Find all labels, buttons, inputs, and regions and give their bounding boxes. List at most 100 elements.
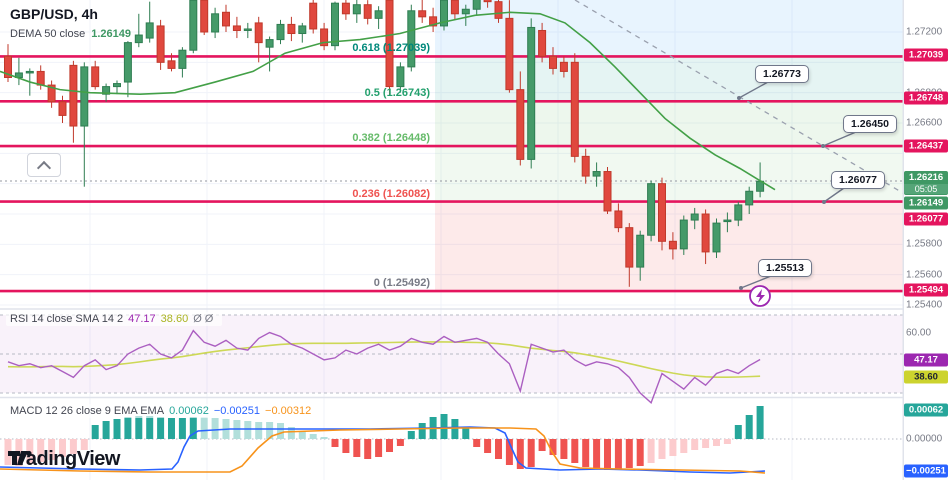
price-axis-chip[interactable]: 1.25494: [904, 283, 948, 297]
price-axis-chip[interactable]: 1.26077: [904, 212, 948, 226]
macd-title: MACD 12 26 close 9 EMA EMA: [10, 405, 165, 417]
price-axis[interactable]: [903, 0, 949, 480]
macd-histogram-bar: [745, 415, 753, 439]
chevron-up-icon: [36, 160, 52, 176]
rsi-axis-chip[interactable]: 38.60: [904, 370, 948, 384]
callout-tail: [738, 81, 769, 99]
candle-body: [614, 210, 623, 229]
fib-band: [435, 56, 903, 102]
macd-histogram-bar: [309, 434, 317, 439]
symbol-title[interactable]: GBP/USD, 4h: [10, 6, 98, 22]
candle-body: [559, 61, 568, 72]
candle-body: [701, 213, 710, 253]
candle-body: [69, 64, 78, 127]
candle-body: [625, 227, 634, 268]
rsi-title: RSI 14 close SMA 14 2: [10, 313, 124, 325]
candle-body: [647, 183, 656, 236]
macd-signal-line: [0, 427, 766, 474]
price-tick-label: 1.25600: [906, 269, 943, 281]
dema-line: [0, 11, 776, 191]
macd-histogram-bar: [516, 439, 524, 469]
macd-axis-chip[interactable]: 0.00062: [904, 403, 948, 417]
rsi-sma-line: [7, 341, 761, 379]
macd-histogram-bar: [680, 439, 688, 453]
fib-level-label: 0.382 (1.26448): [352, 132, 430, 145]
candle-body: [581, 155, 590, 177]
macd-indicator-row[interactable]: MACD 12 26 close 9 EMA EMA 0.00062 −0.0025…: [6, 404, 321, 418]
candle-body: [527, 26, 536, 160]
candle-body: [658, 183, 666, 242]
candle-body: [4, 55, 12, 79]
macd-histogram-bar: [593, 439, 601, 469]
callout-anchor-dot: [822, 200, 826, 204]
macd-histogram-bar: [658, 439, 666, 459]
dema-indicator-row[interactable]: DEMA 50 close 1.26149: [10, 28, 131, 40]
macd-histogram-bar: [462, 427, 470, 439]
tradingview-logo-icon: [8, 450, 32, 465]
candle-body: [429, 16, 438, 27]
price-callout[interactable]: 1.26077: [831, 171, 885, 189]
collapse-pane-button[interactable]: [27, 153, 61, 177]
price-axis-chip[interactable]: 1.26437: [904, 139, 948, 153]
macd-histogram-bar: [451, 419, 459, 439]
macd-histogram-bar: [168, 418, 175, 439]
macd-histogram-bar: [549, 439, 557, 455]
macd-histogram-bar: [495, 439, 502, 459]
candle-body: [352, 4, 361, 15]
price-axis-chip[interactable]: 1.26748: [904, 91, 948, 105]
macd-value: −0.00251: [213, 405, 261, 417]
candle-body: [25, 70, 34, 74]
candle-body: [80, 66, 89, 127]
lightning-icon[interactable]: [749, 285, 771, 307]
candle-body: [407, 10, 416, 68]
macd-axis-chip[interactable]: −0.00251: [904, 464, 948, 478]
candle-body: [222, 11, 230, 27]
price-callout[interactable]: 1.26773: [755, 65, 809, 83]
macd-histogram-bar: [647, 439, 655, 463]
candle-body: [309, 2, 318, 30]
price-axis-chip[interactable]: 1.26149: [904, 196, 948, 210]
macd-histogram-bar: [396, 439, 404, 446]
rsi-axis-chip[interactable]: 47.17: [904, 353, 948, 367]
macd-histogram-bar: [287, 427, 295, 439]
rsi-indicator-row[interactable]: RSI 14 close SMA 14 2 47.17 38.60 Ø Ø: [6, 312, 223, 326]
macd-histogram-bar: [713, 439, 720, 446]
candle-body: [102, 86, 111, 95]
fib-level-label: 0 (1.25492): [373, 277, 430, 290]
price-tick-label: 1.25400: [906, 299, 943, 311]
fib-level-label: 0.618 (1.27039): [352, 42, 430, 55]
macd-histogram-bar: [538, 439, 546, 451]
macd-value: −0.00312: [265, 405, 312, 417]
macd-histogram-bar: [440, 414, 448, 439]
macd-histogram-bar: [298, 431, 306, 439]
macd-histogram-bar: [59, 439, 66, 457]
candle-body: [167, 60, 176, 69]
macd-histogram-bar: [157, 417, 165, 439]
price-axis-chip[interactable]: 1.26216 05:05: [904, 171, 948, 195]
candle-body: [200, 0, 209, 33]
rsi-line: [7, 329, 761, 404]
candle-body: [483, 0, 492, 3]
macd-histogram-bar: [702, 439, 710, 448]
macd-histogram-bar: [353, 439, 361, 457]
tradingview-logo[interactable]: TradingView: [8, 448, 120, 471]
candle-body: [494, 1, 503, 19]
price-callout[interactable]: 1.25513: [758, 259, 812, 277]
candle-body: [690, 213, 699, 221]
macd-histogram-bar: [582, 439, 590, 467]
candle-body: [374, 10, 383, 19]
macd-histogram-bar: [37, 439, 45, 462]
price-tick-label: 1.26600: [906, 117, 943, 129]
macd-histogram-bar: [124, 417, 132, 439]
candle-body: [211, 13, 220, 33]
candle-body: [243, 28, 252, 31]
candle-body: [156, 25, 165, 63]
price-callout[interactable]: 1.26450: [843, 115, 897, 133]
candle-body: [331, 2, 339, 47]
callout-anchor-dot: [821, 144, 825, 148]
price-axis-chip[interactable]: 1.27039: [904, 48, 948, 62]
candle-body: [516, 89, 525, 160]
candle-body: [712, 222, 721, 253]
